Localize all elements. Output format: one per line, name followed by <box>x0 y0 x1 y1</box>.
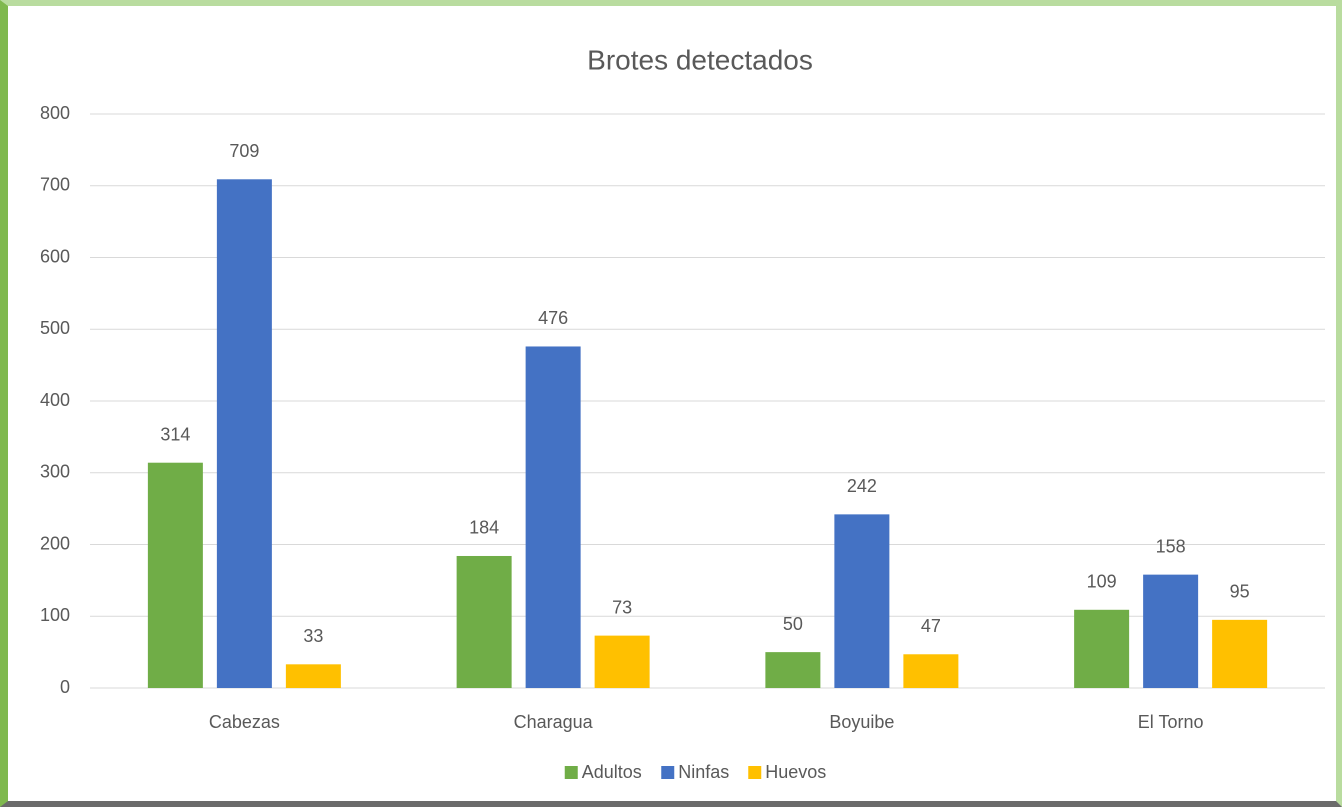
bar <box>1074 609 1130 688</box>
y-tick-label: 300 <box>40 462 70 482</box>
x-tick-label: El Torno <box>1138 712 1204 732</box>
bar <box>1143 574 1199 688</box>
data-label: 242 <box>847 476 877 496</box>
bar <box>147 462 203 688</box>
y-tick-label: 500 <box>40 318 70 338</box>
y-tick-label: 600 <box>40 246 70 266</box>
bar <box>834 514 890 688</box>
legend-swatch <box>748 766 762 779</box>
bar <box>765 652 821 688</box>
x-tick-label: Boyuibe <box>829 712 894 732</box>
y-tick-label: 0 <box>60 677 70 697</box>
bar <box>456 555 512 688</box>
data-label: 33 <box>303 626 323 646</box>
bar <box>525 346 581 688</box>
data-label: 158 <box>1156 536 1186 556</box>
legend-label: Ninfas <box>678 762 729 782</box>
legend-label: Huevos <box>765 762 826 782</box>
y-tick-label: 200 <box>40 533 70 553</box>
bar <box>903 654 959 688</box>
y-tick-label: 800 <box>40 103 70 123</box>
y-tick-label: 700 <box>40 175 70 195</box>
bar <box>285 664 341 688</box>
data-label: 709 <box>229 141 259 161</box>
data-label: 47 <box>921 616 941 636</box>
x-tick-label: Cabezas <box>209 712 280 732</box>
legend-swatch <box>661 766 675 779</box>
data-label: 73 <box>612 597 632 617</box>
y-tick-label: 400 <box>40 390 70 410</box>
chart-title: Brotes detectados <box>587 44 813 75</box>
x-tick-label: Charagua <box>514 712 594 732</box>
data-label: 95 <box>1230 582 1250 602</box>
data-label: 476 <box>538 308 568 328</box>
legend-label: Adultos <box>582 762 642 782</box>
data-label: 184 <box>469 518 499 538</box>
bar <box>216 179 272 689</box>
data-label: 109 <box>1087 572 1117 592</box>
data-label: 50 <box>783 614 803 634</box>
data-label: 314 <box>160 424 190 444</box>
legend-swatch <box>564 766 578 779</box>
y-tick-label: 100 <box>40 605 70 625</box>
bar <box>1212 619 1268 688</box>
bar <box>594 635 650 688</box>
